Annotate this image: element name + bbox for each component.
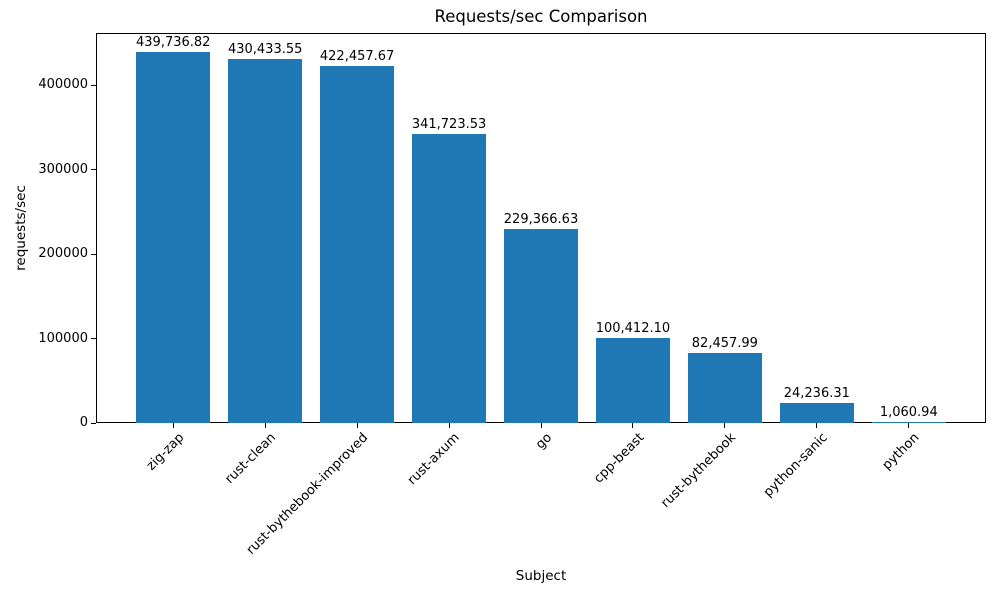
chart-title: Requests/sec Comparison bbox=[434, 7, 648, 26]
x-tick bbox=[540, 423, 542, 428]
bar-value-label: 422,457.67 bbox=[319, 49, 395, 65]
bar bbox=[780, 402, 854, 423]
bar-value-label: 24,236.31 bbox=[783, 385, 850, 401]
x-tick-label: zig-zap bbox=[143, 430, 188, 474]
bar bbox=[136, 51, 210, 423]
bar-value-label: 82,457.99 bbox=[691, 336, 758, 352]
bar bbox=[320, 66, 394, 423]
x-tick bbox=[356, 423, 358, 428]
y-tick bbox=[91, 338, 96, 340]
x-tick-label: cpp-beast bbox=[590, 430, 647, 487]
x-tick bbox=[264, 423, 266, 428]
x-tick-label: rust-clean bbox=[222, 430, 280, 487]
x-tick-label: rust-axum bbox=[405, 430, 463, 489]
x-tick bbox=[724, 423, 726, 428]
bar bbox=[412, 134, 486, 423]
x-tick-label: rust-bythebook bbox=[658, 430, 739, 511]
y-tick bbox=[91, 253, 96, 255]
y-tick-label: 300000 bbox=[38, 161, 88, 177]
x-tick-label: python bbox=[879, 430, 923, 474]
y-tick-label: 400000 bbox=[38, 77, 88, 93]
bar bbox=[504, 229, 578, 423]
y-tick bbox=[91, 422, 96, 424]
bar-value-label: 1,060.94 bbox=[879, 405, 938, 420]
y-tick bbox=[91, 169, 96, 171]
bar-value-label: 430,433.55 bbox=[227, 42, 303, 58]
x-axis-label: Subject bbox=[515, 568, 567, 584]
y-tick bbox=[91, 84, 96, 86]
bar-value-label: 439,736.82 bbox=[136, 34, 211, 50]
y-tick-label: 0 bbox=[79, 415, 88, 430]
x-tick-label: go bbox=[532, 430, 555, 453]
bar-value-label: 100,412.10 bbox=[595, 321, 671, 337]
x-tick bbox=[448, 423, 450, 428]
bar bbox=[596, 338, 670, 423]
y-axis-label: requests/sec bbox=[13, 185, 29, 271]
bar-value-label: 229,366.63 bbox=[503, 212, 579, 228]
x-tick-label: python-sanic bbox=[760, 430, 831, 501]
y-tick-label: 200000 bbox=[38, 246, 88, 262]
x-tick bbox=[632, 423, 634, 428]
x-tick bbox=[172, 423, 174, 428]
bar bbox=[871, 422, 946, 423]
bar-value-label: 341,723.53 bbox=[411, 117, 487, 133]
bar bbox=[228, 59, 302, 423]
bar bbox=[688, 353, 762, 423]
x-tick bbox=[908, 423, 910, 428]
y-tick-label: 100000 bbox=[38, 330, 88, 346]
x-tick bbox=[816, 423, 818, 428]
